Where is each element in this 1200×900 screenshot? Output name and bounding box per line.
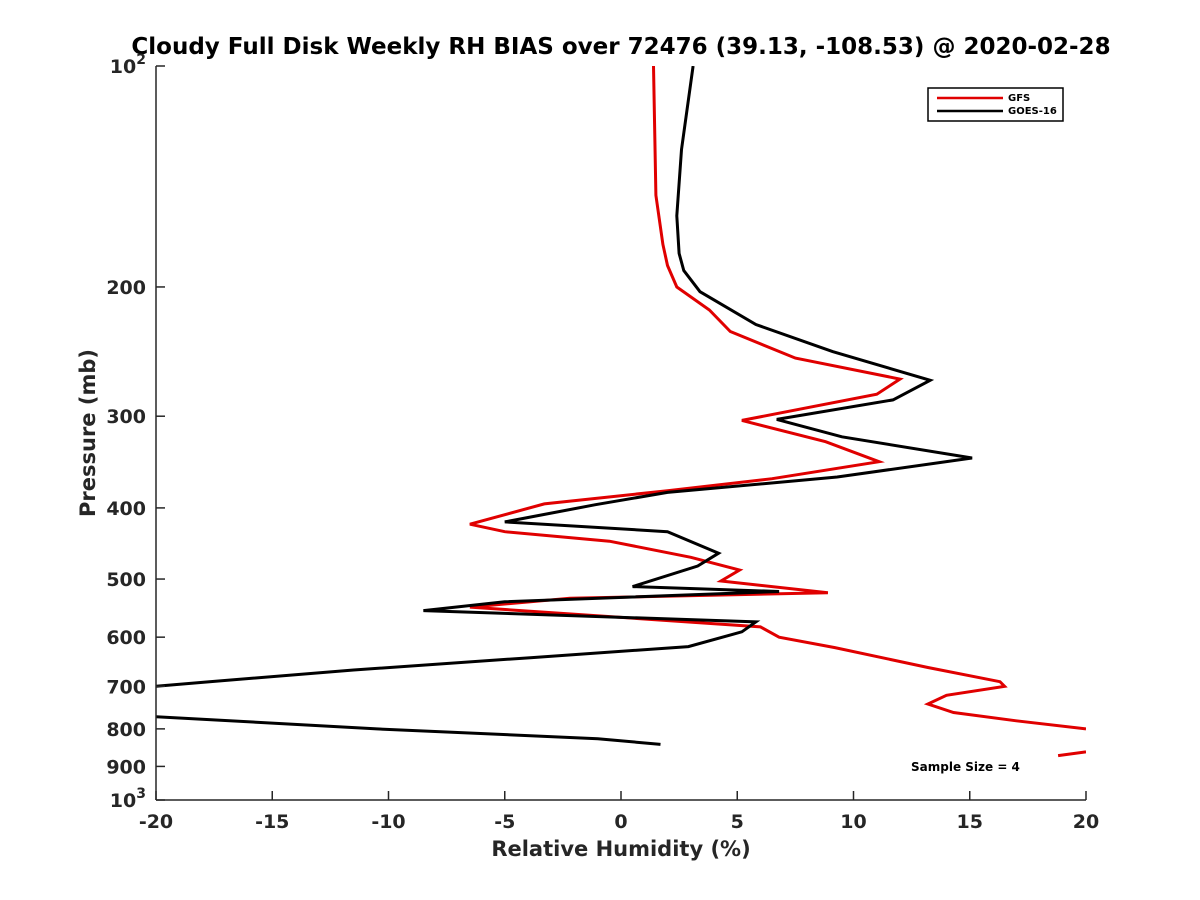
y-tick-label: 600 [106,627,146,649]
x-tick-label: 10 [840,811,866,833]
x-tick-label: -10 [371,811,405,833]
legend-box [927,87,1064,122]
chart-title: Cloudy Full Disk Weekly RH BIAS over 724… [131,34,1110,60]
x-tick-label: 0 [614,811,627,833]
y-tick-label: 800 [106,719,146,741]
x-tick-label: 5 [731,811,744,833]
x-tick-label: 20 [1073,811,1099,833]
legend-label-gfs: GFS [1008,93,1030,104]
x-tick-label: -20 [139,811,173,833]
y-tick-label: 400 [106,498,146,520]
series-line-gfs [469,66,1086,758]
x-tick-label: 15 [957,811,983,833]
y-axis-label: Pressure (mb) [76,349,100,517]
legend: GFS GOES-16 [927,87,1064,122]
y-tick-label: 103 [110,786,146,812]
sample-size-annotation: Sample Size = 4 [911,760,1020,774]
x-tick-label: -15 [255,811,289,833]
legend-label-goes16: GOES-16 [1008,106,1057,117]
y-tick-label: 200 [106,277,146,299]
y-axis: 102 200 300 400 500 600 700 800 900 103 [106,52,165,812]
y-tick-label: 900 [106,756,146,778]
x-axis-label: Relative Humidity (%) [491,837,750,861]
y-tick-label: 500 [106,569,146,591]
y-tick-label: 300 [106,406,146,428]
x-tick-label: -5 [494,811,515,833]
y-tick-label: 700 [106,676,146,698]
series-line-goes16 [156,66,973,746]
x-axis: -20 -15 -10 -5 0 5 10 15 20 [139,791,1099,833]
series-lines [156,66,1086,758]
plot-area [155,66,1086,801]
y-tick-label: 102 [110,52,146,78]
